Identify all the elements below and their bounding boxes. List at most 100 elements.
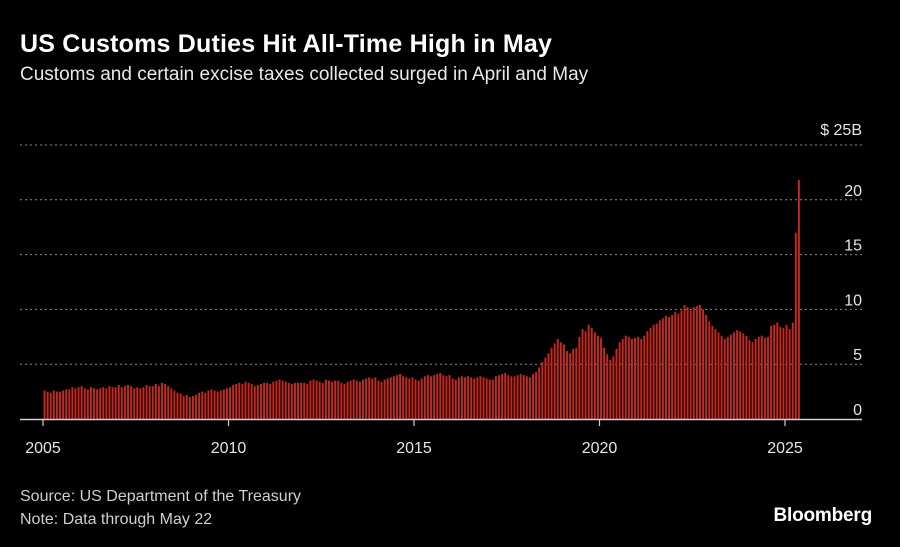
bar bbox=[99, 388, 102, 419]
bar bbox=[275, 380, 278, 419]
bar bbox=[658, 320, 661, 419]
bar bbox=[788, 329, 791, 419]
bar bbox=[760, 335, 763, 419]
bar bbox=[352, 379, 355, 419]
bar bbox=[157, 386, 160, 419]
bar bbox=[590, 328, 593, 419]
bar bbox=[191, 395, 194, 419]
bar bbox=[287, 382, 290, 419]
bar bbox=[736, 330, 739, 419]
bar bbox=[609, 359, 612, 419]
bar bbox=[226, 388, 228, 419]
bar bbox=[164, 383, 167, 419]
bar bbox=[479, 376, 482, 419]
bar bbox=[232, 385, 235, 419]
bar bbox=[65, 389, 68, 419]
bar bbox=[306, 383, 309, 419]
bar bbox=[334, 380, 337, 419]
bar bbox=[578, 336, 581, 419]
bar bbox=[396, 375, 398, 419]
bar bbox=[519, 374, 522, 419]
y-tick-label: 20 bbox=[844, 183, 862, 200]
bar bbox=[593, 332, 596, 419]
bar bbox=[482, 377, 485, 419]
bar bbox=[643, 335, 646, 419]
bar bbox=[188, 397, 191, 419]
y-axis: 0 5 10 15 20 $ 25B bbox=[820, 122, 862, 419]
bar bbox=[522, 375, 525, 419]
bar bbox=[358, 381, 361, 419]
bar bbox=[751, 342, 754, 419]
bar bbox=[315, 380, 318, 419]
bar bbox=[83, 388, 86, 419]
x-tick-label: 2020 bbox=[582, 440, 618, 457]
bar bbox=[362, 379, 364, 419]
bar bbox=[151, 386, 154, 419]
bar bbox=[250, 383, 253, 419]
bar bbox=[695, 306, 698, 419]
bar bbox=[757, 336, 760, 419]
bar bbox=[263, 382, 266, 419]
bar bbox=[448, 375, 451, 419]
bar bbox=[111, 387, 114, 419]
bar bbox=[464, 377, 466, 419]
bar bbox=[241, 383, 244, 419]
bar bbox=[71, 387, 74, 419]
bar bbox=[532, 374, 534, 419]
bar bbox=[779, 326, 782, 419]
bar bbox=[572, 348, 575, 419]
bar bbox=[661, 318, 664, 419]
bar bbox=[631, 338, 633, 419]
bar bbox=[739, 331, 742, 419]
bar bbox=[603, 347, 606, 419]
bar bbox=[405, 377, 408, 419]
bar bbox=[640, 338, 643, 419]
bar bbox=[683, 305, 686, 419]
bar bbox=[717, 332, 720, 419]
bar bbox=[754, 338, 757, 419]
bar bbox=[176, 392, 179, 419]
bar bbox=[281, 380, 284, 419]
bar bbox=[386, 378, 389, 419]
bar bbox=[343, 383, 346, 419]
bar bbox=[467, 376, 470, 419]
bar bbox=[80, 386, 83, 419]
bar bbox=[219, 390, 222, 419]
data-note: Note: Data through May 22 bbox=[20, 511, 213, 528]
bar bbox=[677, 313, 680, 419]
bar bbox=[238, 382, 241, 419]
bar bbox=[436, 374, 439, 419]
bar bbox=[216, 391, 219, 419]
bar bbox=[77, 387, 80, 419]
bar bbox=[665, 315, 667, 419]
bar bbox=[426, 375, 429, 419]
bar bbox=[535, 371, 538, 419]
bar bbox=[272, 381, 275, 419]
bar bbox=[318, 381, 321, 419]
bar bbox=[213, 390, 216, 419]
bar bbox=[597, 335, 599, 419]
bar bbox=[566, 351, 568, 419]
bar bbox=[377, 380, 380, 419]
bar bbox=[108, 386, 111, 419]
bar bbox=[433, 375, 436, 419]
bar bbox=[408, 378, 411, 419]
bar bbox=[420, 378, 423, 419]
bar bbox=[328, 380, 330, 419]
bar bbox=[692, 307, 695, 419]
bar bbox=[606, 354, 609, 419]
bar bbox=[136, 387, 139, 419]
bar bbox=[266, 382, 269, 419]
bar bbox=[349, 380, 352, 419]
bar bbox=[763, 337, 766, 419]
bar bbox=[600, 337, 603, 419]
bar bbox=[417, 380, 420, 419]
bar bbox=[114, 387, 117, 419]
bar bbox=[470, 377, 473, 419]
bar bbox=[195, 394, 197, 419]
bar bbox=[411, 377, 414, 419]
bar bbox=[581, 329, 584, 419]
x-axis: 2005 2010 2015 2020 2025 bbox=[20, 418, 862, 457]
bar bbox=[222, 389, 225, 419]
